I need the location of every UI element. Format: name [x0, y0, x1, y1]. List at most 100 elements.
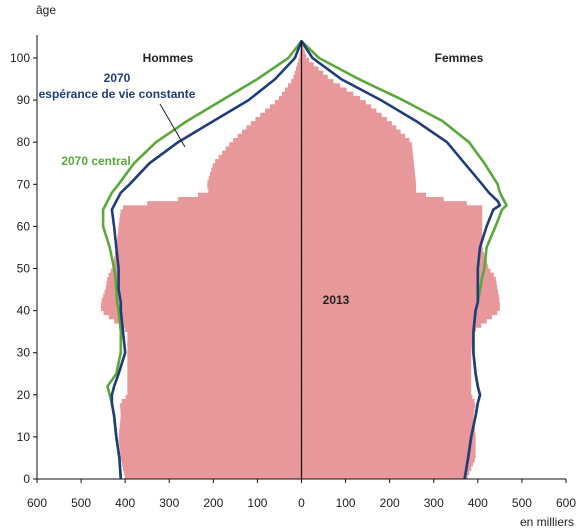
- bar-men-age-87: [265, 108, 302, 114]
- bar-women-age-41: [301, 302, 500, 307]
- bar-women-age-70: [301, 180, 416, 185]
- bar-women-age-32: [301, 340, 473, 345]
- bar-women-age-74: [301, 163, 415, 168]
- bar-men-age-79: [229, 142, 302, 147]
- bar-men-age-72: [210, 171, 302, 177]
- bar-women-age-18: [301, 399, 475, 404]
- bar-women-age-15: [301, 411, 474, 417]
- bar-women-age-76: [301, 154, 414, 160]
- bar-men-age-29: [127, 352, 302, 358]
- bar-men-age-33: [127, 335, 302, 341]
- bar-women-age-66: [301, 196, 444, 202]
- bar-men-age-96: [294, 70, 302, 76]
- bar-women-age-63: [301, 209, 483, 215]
- bar-women-age-47: [301, 276, 496, 282]
- bar-men-age-43: [103, 293, 302, 299]
- y-tick-label: 90: [17, 93, 31, 107]
- bar-men-age-59: [118, 226, 302, 231]
- bar-women-age-57: [301, 234, 483, 240]
- bar-women-age-19: [301, 394, 473, 400]
- x-tick-label: 0: [298, 496, 305, 510]
- bar-men-age-93: [288, 83, 302, 88]
- bar-women-age-79: [301, 142, 412, 147]
- bar-men-age-2: [122, 466, 302, 471]
- bar-women-age-72: [301, 171, 416, 177]
- bar-women-age-33: [301, 335, 473, 341]
- y-tick-label: 70: [17, 177, 31, 191]
- bar-men-age-4: [121, 457, 302, 463]
- bar-men-age-1: [123, 470, 302, 476]
- bar-women-age-61: [301, 217, 483, 223]
- bar-women-age-56: [301, 239, 483, 244]
- bar-men-age-31: [127, 344, 302, 349]
- bar-women-age-95: [301, 74, 328, 80]
- y-tick-label: 20: [17, 388, 31, 402]
- bar-men-age-77: [222, 150, 302, 156]
- bar-women-age-38: [301, 314, 492, 320]
- bar-men-age-8: [119, 441, 302, 446]
- bar-women-age-100: [301, 53, 307, 59]
- bar-men-age-62: [119, 213, 302, 219]
- bar-men-age-53: [115, 251, 302, 257]
- bar-men-age-67: [197, 192, 302, 198]
- bar-men-age-13: [120, 420, 302, 425]
- bar-women-age-29: [301, 352, 472, 358]
- bar-men-age-90: [278, 95, 302, 101]
- bar-men-age-95: [293, 74, 302, 80]
- bar-men-age-23: [127, 377, 302, 383]
- bar-men-age-54: [115, 247, 302, 252]
- women-label: Femmes: [435, 51, 484, 65]
- bar-women-age-91: [301, 91, 354, 97]
- bar-men-age-20: [127, 390, 302, 396]
- bar-women-age-0: [301, 474, 468, 480]
- bar-women-age-80: [301, 137, 410, 143]
- bar-men-age-56: [117, 239, 302, 244]
- bar-men-age-16: [120, 407, 302, 412]
- bar-women-age-102: [301, 45, 304, 50]
- bar-women-age-1: [301, 470, 470, 476]
- bar-women-age-35: [301, 327, 477, 332]
- annotation-bars-label: 2013: [323, 293, 350, 307]
- bar-women-age-8: [301, 441, 476, 446]
- y-tick-label: 100: [10, 51, 30, 65]
- bar-women-age-20: [301, 390, 472, 396]
- bar-women-age-42: [301, 297, 500, 303]
- bar-men-age-46: [106, 281, 302, 286]
- bar-men-age-12: [119, 424, 302, 429]
- bar-men-age-64: [122, 205, 302, 210]
- x-tick-label: 500: [512, 496, 532, 510]
- bar-women-age-93: [301, 83, 341, 88]
- bar-women-age-11: [301, 428, 475, 433]
- bar-men-age-39: [103, 310, 302, 316]
- y-tick-label: 30: [17, 346, 31, 360]
- bar-men-age-76: [218, 154, 302, 160]
- bar-women-age-10: [301, 432, 476, 438]
- bar-men-age-60: [118, 222, 302, 227]
- bar-women-age-25: [301, 369, 472, 375]
- bar-women-age-50: [301, 264, 489, 269]
- bar-women-age-37: [301, 319, 487, 324]
- bar-women-age-21: [301, 386, 472, 391]
- bar-men-age-97: [295, 66, 302, 71]
- bar-men-age-101: [300, 49, 302, 55]
- bar-women-age-22: [301, 382, 472, 387]
- bar-men-age-0: [124, 474, 302, 480]
- bar-men-age-88: [269, 104, 302, 109]
- annotation-constant-label: espérance de vie constante: [39, 87, 196, 101]
- bar-men-age-68: [208, 188, 302, 194]
- bar-men-age-94: [291, 79, 302, 84]
- bar-women-age-82: [301, 129, 401, 135]
- bar-women-age-92: [301, 87, 347, 92]
- bar-women-age-34: [301, 331, 474, 337]
- bar-women-age-89: [301, 100, 366, 105]
- bar-women-age-55: [301, 243, 483, 248]
- bar-women-age-6: [301, 449, 476, 455]
- bar-women-age-46: [301, 281, 497, 286]
- bar-men-age-37: [114, 319, 302, 324]
- bar-women-age-98: [301, 62, 314, 67]
- bar-women-age-23: [301, 377, 472, 383]
- bar-women-age-85: [301, 116, 388, 122]
- bar-men-age-65: [147, 201, 302, 206]
- bar-women-age-31: [301, 344, 472, 349]
- bar-women-age-86: [301, 112, 382, 118]
